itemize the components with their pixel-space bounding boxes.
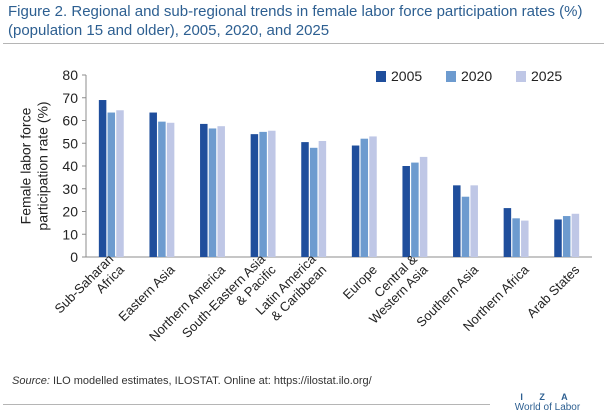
title-line-1: Figure 2. Regional and sub-regional tren…	[8, 3, 583, 20]
chart-frame	[3, 43, 604, 405]
bar-2020-8	[512, 218, 520, 257]
y-tick-label: 70	[62, 90, 78, 106]
source-label: Source:	[12, 375, 50, 387]
bar-2020-7	[461, 196, 470, 257]
y-axis-title-line: Female labor force	[18, 107, 34, 224]
bar-2025-8	[521, 220, 529, 257]
bar-2005-9	[554, 219, 562, 257]
x-tick-label-5: Europe	[340, 262, 380, 302]
legend: 2005 2020 2025	[376, 68, 562, 84]
legend-swatch-2025	[516, 71, 526, 82]
bar-2025-9	[571, 213, 580, 257]
bar-2025-5	[369, 136, 377, 257]
bar-2025-7	[470, 185, 478, 257]
figure-title: Figure 2. Regional and sub-regional tren…	[0, 0, 606, 42]
bar-2020-5	[360, 138, 369, 257]
bar-2005-7	[453, 185, 461, 257]
iza-logo: I Z A World of Labor	[490, 392, 605, 414]
title-line-2: (population 15 and older), 2005, 2020, a…	[8, 22, 330, 39]
bar-2025-6	[419, 156, 428, 257]
iza-logo-text: I Z A	[520, 392, 575, 402]
bar-2005-1	[149, 112, 157, 257]
legend-label-2005: 2005	[391, 68, 422, 84]
y-tick-label: 0	[70, 249, 78, 265]
legend-swatch-2020	[446, 71, 456, 82]
y-tick-label: 30	[62, 181, 78, 197]
x-tick-label-line: Arab States	[524, 262, 583, 321]
bar-2025-3	[268, 130, 276, 257]
y-tick-label: 10	[62, 226, 78, 242]
bars-layer	[98, 100, 580, 258]
bar-2025-2	[217, 126, 225, 257]
world-of-labor-text: World of Labor	[514, 402, 581, 413]
y-tick-label: 40	[62, 158, 78, 174]
y-tick-label: 80	[62, 67, 78, 83]
bar-2005-2	[200, 123, 208, 257]
source-note: Source: ILO modelled estimates, ILOSTAT.…	[12, 375, 372, 387]
y-tick-label: 50	[62, 135, 78, 151]
bar-2005-4	[301, 142, 309, 257]
left-rule	[0, 8, 3, 405]
bar-2005-5	[351, 145, 360, 257]
bar-2025-0	[116, 110, 124, 257]
y-axis-title: Female labor force participation rate (%)	[18, 101, 51, 230]
y-axis-label: Female labor force participation rate (%)	[18, 101, 51, 230]
y-axis-title-line: participation rate (%)	[35, 101, 51, 230]
source-text: ILO modelled estimates, ILOSTAT. Online …	[49, 375, 372, 387]
bar-2020-0	[107, 112, 116, 257]
bar-2005-8	[503, 208, 512, 257]
y-tick-label: 20	[62, 204, 78, 220]
bar-2020-9	[562, 216, 571, 257]
legend-swatch-2005	[376, 71, 386, 82]
bar-2005-3	[250, 134, 259, 257]
bar-2020-2	[208, 128, 217, 257]
bar-2005-6	[402, 166, 410, 257]
bar-2025-1	[166, 122, 175, 257]
x-tick-label-9: Arab States	[524, 262, 583, 321]
bar-2020-4	[309, 147, 318, 257]
bar-2020-3	[259, 131, 267, 258]
bar-2020-6	[411, 162, 419, 257]
x-tick-label-line: Europe	[340, 262, 380, 302]
legend-label-2020: 2020	[461, 68, 492, 84]
legend-label-2025: 2025	[531, 68, 562, 84]
bar-2020-1	[158, 121, 166, 257]
bar-2005-0	[98, 100, 107, 257]
bar-2025-4	[318, 140, 327, 257]
y-tick-label: 60	[62, 113, 78, 129]
